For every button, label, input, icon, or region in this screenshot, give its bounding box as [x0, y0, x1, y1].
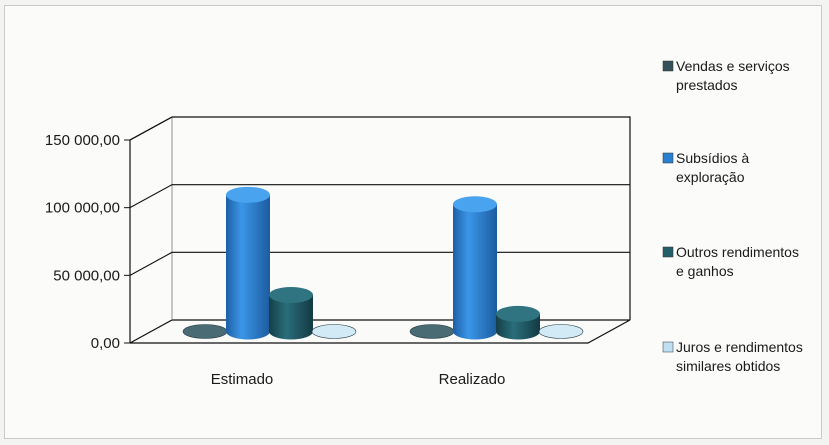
x-category-label: Realizado [439, 371, 506, 388]
x-axis-categories: Estimado Realizado [211, 371, 506, 388]
bar-disc [538, 324, 584, 339]
bar-disc [409, 324, 455, 339]
bar [182, 324, 228, 339]
y-tick-label: 50 000,00 [53, 267, 120, 284]
legend: Vendas e serviços prestados Subsídios à exp… [662, 58, 803, 374]
legend-label-line2: e ganhos [676, 263, 734, 279]
legend-item: Subsídios à exploração [662, 150, 749, 185]
legend-item: Outros rendimentos e ganhos [662, 244, 799, 279]
legend-item: Vendas e serviços prestados [662, 58, 790, 93]
bar-top [453, 196, 497, 213]
side-wall [129, 116, 173, 343]
bar-top [269, 286, 313, 303]
bar-top [226, 186, 270, 203]
legend-label-line2: similares obtidos [676, 358, 780, 374]
bar-disc [182, 324, 228, 339]
gridline [129, 251, 630, 276]
bar [269, 286, 313, 340]
bar-body [269, 294, 313, 340]
bar-body [226, 194, 270, 340]
plot-walls [129, 116, 631, 344]
bar [453, 196, 497, 340]
legend-item: Juros e rendimentos similares obtidos [662, 339, 803, 374]
bar [496, 305, 540, 340]
y-tick-label: 150 000,00 [45, 132, 120, 149]
legend-label: Outros rendimentos [676, 244, 799, 260]
y-tick-label: 100 000,00 [45, 200, 120, 217]
gridline [129, 184, 630, 209]
legend-label-line2: exploração [676, 169, 745, 185]
bar [409, 324, 455, 339]
legend-label: Vendas e serviços [676, 58, 790, 74]
bar-top [496, 305, 540, 322]
bar-disc [311, 324, 357, 339]
legend-swatch [662, 152, 674, 164]
gridline [129, 116, 630, 141]
legend-swatch [662, 341, 674, 353]
legend-label: Subsídios à [676, 150, 749, 166]
y-tick-label: 0,00 [91, 335, 120, 352]
bar [538, 324, 584, 339]
chart-frame [4, 5, 822, 439]
x-category-label: Estimado [211, 371, 274, 388]
legend-label: Juros e rendimentos [676, 339, 803, 355]
bar [311, 324, 357, 339]
y-axis-ticks: 150 000,00 100 000,00 50 000,00 0,00 [45, 132, 130, 352]
bar-body [453, 204, 497, 340]
gridlines [129, 116, 630, 276]
legend-swatch [662, 246, 674, 258]
legend-label-line2: prestados [676, 77, 737, 93]
bar [226, 186, 270, 340]
bar-series [182, 186, 584, 340]
legend-swatch [662, 60, 674, 72]
